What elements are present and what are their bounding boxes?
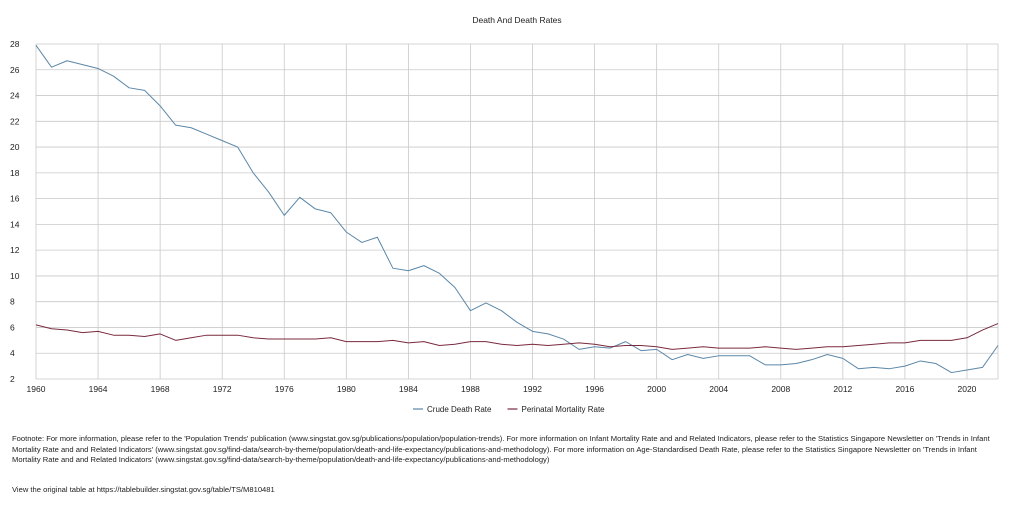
x-tick-label: 1984	[399, 384, 418, 394]
series-line-perinatal-mortality-rate	[35, 323, 999, 350]
y-tick-label: 6	[10, 322, 15, 332]
x-tick-label: 1972	[213, 384, 232, 394]
y-tick-label: 22	[10, 116, 20, 126]
x-tick-label: 2020	[958, 384, 977, 394]
x-tick-label: 1980	[337, 384, 356, 394]
x-tick-label: 1964	[89, 384, 108, 394]
x-tick-label: 1960	[27, 384, 46, 394]
chart-title: Death And Death Rates	[472, 15, 562, 25]
y-tick-label: 16	[10, 194, 20, 204]
y-tick-label: 2	[10, 374, 15, 384]
y-tick-label: 26	[10, 65, 20, 75]
y-tick-label: 12	[10, 245, 20, 255]
x-tick-label: 2008	[771, 384, 790, 394]
legend-label: Crude Death Rate	[427, 405, 492, 414]
y-tick-label: 4	[10, 348, 15, 358]
x-tick-label: 2012	[833, 384, 852, 394]
x-tick-label: 1992	[523, 384, 542, 394]
legend-label: Perinatal Mortality Rate	[521, 405, 605, 414]
y-tick-label: 18	[10, 168, 20, 178]
y-tick-label: 14	[10, 219, 20, 229]
x-tick-label: 2000	[647, 384, 666, 394]
y-tick-label: 28	[10, 39, 20, 49]
y-tick-label: 8	[10, 297, 15, 307]
x-tick-label: 1988	[461, 384, 480, 394]
y-tick-label: 10	[10, 271, 20, 281]
source-link-text[interactable]: View the original table at https://table…	[12, 485, 275, 494]
x-tick-label: 1968	[151, 384, 170, 394]
y-tick-label: 20	[10, 142, 20, 152]
x-tick-label: 1976	[275, 384, 294, 394]
x-tick-label: 2016	[895, 384, 914, 394]
y-tick-label: 24	[10, 91, 20, 101]
x-tick-label: 2004	[709, 384, 728, 394]
series-line-crude-death-rate	[35, 45, 999, 374]
x-tick-label: 1996	[585, 384, 604, 394]
footnote: Footnote: For more information, please r…	[12, 434, 990, 464]
